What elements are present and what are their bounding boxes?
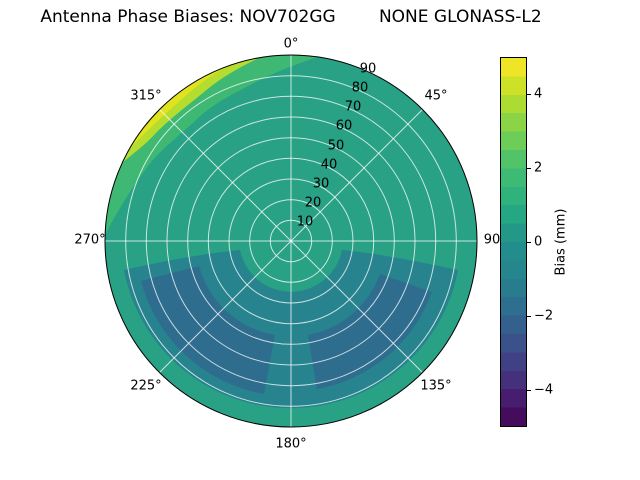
colorbar-tickmark-0 — [527, 242, 531, 243]
colorbar-tick-0: 0 — [534, 234, 543, 250]
colorbar-tick-neg2: −2 — [534, 308, 554, 324]
angular-tick-270: 270° — [74, 232, 106, 248]
grid-spoke-315 — [159, 109, 292, 242]
colorbar-tick-2: 2 — [534, 160, 543, 176]
contour-green-crescent — [105, 55, 317, 235]
radial-tick-80: 80 — [351, 80, 369, 96]
colorbar-tickmark-2 — [527, 168, 531, 169]
angular-tick-0: 0° — [283, 36, 299, 52]
radial-tick-70: 70 — [344, 99, 362, 115]
colorbar-tick-4: 4 — [534, 86, 543, 102]
grid-spoke-45 — [290, 109, 423, 242]
grid-spoke-225 — [159, 240, 292, 373]
angular-tick-135: 135° — [420, 378, 452, 394]
angular-tick-315: 315° — [130, 88, 162, 104]
polar-grid — [105, 55, 477, 427]
radial-tick-50: 50 — [327, 138, 345, 154]
angular-tick-180: 180° — [275, 436, 307, 452]
radial-tick-30: 30 — [312, 176, 330, 192]
colorbar-tick-neg4: −4 — [534, 382, 554, 398]
colorbar-tickmark-neg4 — [527, 390, 531, 391]
contour-dark-arc-right — [308, 274, 432, 389]
angular-tick-225: 225° — [130, 378, 162, 394]
contour-dark-arc-left — [141, 266, 275, 394]
radial-tick-40: 40 — [320, 157, 338, 173]
colorbar-label: Bias (mm) — [553, 208, 569, 276]
angular-tick-90: 90 — [483, 232, 501, 248]
polar-spine — [104, 54, 478, 428]
radial-tick-20: 20 — [304, 195, 322, 211]
radial-tick-10: 10 — [296, 214, 314, 230]
colorbar-tickmark-4 — [527, 94, 531, 95]
radial-tick-60: 60 — [335, 118, 353, 134]
grid-spoke-135 — [290, 240, 423, 373]
angular-tick-45: 45° — [424, 88, 448, 104]
colorbar-tickmark-neg2 — [527, 316, 531, 317]
colorbar-gradient — [500, 57, 527, 427]
chart-title: Antenna Phase Biases: NOV702GG NONE GLON… — [40, 7, 542, 27]
radial-tick-90: 90 — [359, 61, 377, 77]
